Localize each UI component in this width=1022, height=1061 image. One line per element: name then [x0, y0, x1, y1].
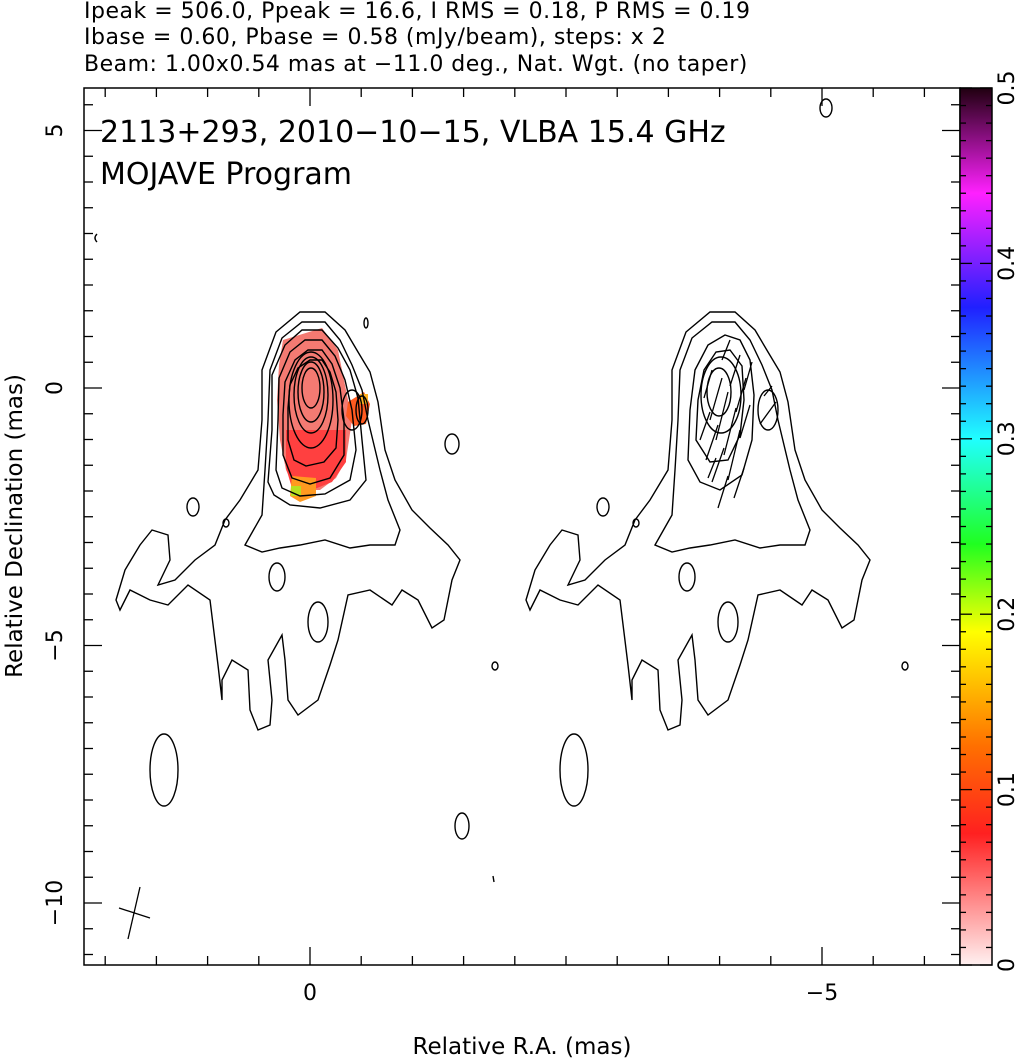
- y-tick-label: −10: [43, 880, 68, 926]
- chart-subtitle: MOJAVE Program: [100, 157, 352, 192]
- colorbar-tick-label: 0.4: [995, 246, 1020, 281]
- map-frame: [83, 87, 961, 966]
- frac-pol-inner-jet: [286, 430, 346, 490]
- beam-cross: [118, 886, 151, 940]
- colorbar-tick-label: 0.3: [995, 421, 1020, 456]
- x-tick-label: 0: [303, 981, 317, 1006]
- y-axis-label: Relative Declination (mas): [2, 374, 28, 678]
- x-axis-label: Relative R.A. (mas): [413, 1034, 632, 1060]
- x-axis-ticks: 0−5−10: [104, 88, 926, 1006]
- polarized-contours-right: [525, 311, 909, 807]
- y-tick-label: 0: [43, 381, 68, 395]
- colorbar-tick-label: 0: [995, 958, 1020, 972]
- colorbar-tick-label: 0.5: [995, 71, 1020, 106]
- header-line-2: Ibase = 0.60, Pbase = 0.58 (mJy/beam), s…: [84, 25, 667, 50]
- evpa-vectors: [699, 339, 777, 509]
- y-tick-label: 5: [43, 124, 68, 138]
- colorbar: 0 0.1 0.2 0.3 0.4 0.5: [959, 71, 1020, 972]
- y-axis-ticks: 5 0 −5 −10: [43, 104, 960, 956]
- colorbar-tick-label: 0.2: [995, 597, 1020, 632]
- contour-outer-right: [525, 311, 871, 731]
- y-tick-label: −5: [43, 629, 68, 661]
- colorbar-ticks: 0 0.1 0.2 0.3 0.4 0.5: [960, 71, 1020, 972]
- x-tick-label: −5: [806, 981, 838, 1006]
- map-area: [94, 98, 909, 940]
- frac-pol-jet-tip-green: [291, 486, 301, 496]
- chart-title: 2113+293, 2010−10−15, VLBA 15.4 GHz: [100, 115, 726, 150]
- colorbar-tick-label: 0.1: [995, 772, 1020, 807]
- intensity-contours-left: [94, 98, 833, 883]
- header-line-1: Ipeak = 506.0, Ppeak = 16.6, I RMS = 0.1…: [84, 0, 751, 24]
- header-line-3: Beam: 1.00x0.54 mas at −11.0 deg., Nat. …: [84, 52, 748, 77]
